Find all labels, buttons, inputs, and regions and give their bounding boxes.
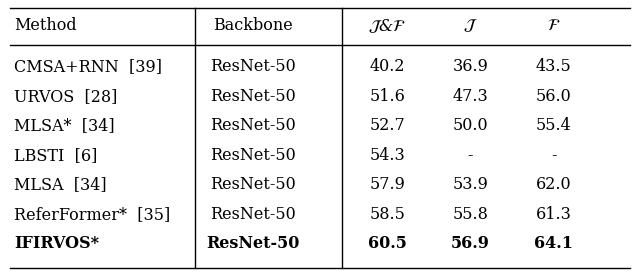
Text: 64.1: 64.1 xyxy=(534,235,573,252)
Text: 47.3: 47.3 xyxy=(452,88,488,105)
Text: 61.3: 61.3 xyxy=(536,206,572,223)
Text: 51.6: 51.6 xyxy=(369,88,405,105)
Text: ResNet-50: ResNet-50 xyxy=(206,235,300,252)
Text: 58.5: 58.5 xyxy=(369,206,405,223)
Text: 52.7: 52.7 xyxy=(369,117,405,134)
Text: ReferFormer*  [35]: ReferFormer* [35] xyxy=(14,206,170,223)
Text: ResNet-50: ResNet-50 xyxy=(210,58,296,75)
Text: 54.3: 54.3 xyxy=(369,147,405,164)
Text: CMSA+RNN  [39]: CMSA+RNN [39] xyxy=(14,58,162,75)
Text: -: - xyxy=(468,147,473,164)
Text: MLSA*  [34]: MLSA* [34] xyxy=(14,117,115,134)
Text: MLSA  [34]: MLSA [34] xyxy=(14,176,107,193)
Text: $\mathcal{J}$&$\mathcal{F}$: $\mathcal{J}$&$\mathcal{F}$ xyxy=(369,17,406,35)
Text: Method: Method xyxy=(14,17,77,34)
Text: 36.9: 36.9 xyxy=(452,58,488,75)
Text: 40.2: 40.2 xyxy=(369,58,405,75)
Text: Backbone: Backbone xyxy=(213,17,292,34)
Text: 56.9: 56.9 xyxy=(451,235,490,252)
Text: ResNet-50: ResNet-50 xyxy=(210,147,296,164)
Text: $\mathcal{J}$: $\mathcal{J}$ xyxy=(463,17,477,34)
Text: URVOS  [28]: URVOS [28] xyxy=(14,88,118,105)
Text: ResNet-50: ResNet-50 xyxy=(210,117,296,134)
Text: 62.0: 62.0 xyxy=(536,176,572,193)
Text: 50.0: 50.0 xyxy=(452,117,488,134)
Text: ResNet-50: ResNet-50 xyxy=(210,176,296,193)
Text: 56.0: 56.0 xyxy=(536,88,572,105)
Text: 55.4: 55.4 xyxy=(536,117,572,134)
Text: 60.5: 60.5 xyxy=(368,235,406,252)
Text: $\mathcal{F}$: $\mathcal{F}$ xyxy=(547,17,560,34)
Text: ResNet-50: ResNet-50 xyxy=(210,206,296,223)
Text: IFIRVOS*: IFIRVOS* xyxy=(14,235,99,252)
Text: LBSTI  [6]: LBSTI [6] xyxy=(14,147,97,164)
Text: 55.8: 55.8 xyxy=(452,206,488,223)
Text: 43.5: 43.5 xyxy=(536,58,572,75)
Text: ResNet-50: ResNet-50 xyxy=(210,88,296,105)
Text: -: - xyxy=(551,147,556,164)
Text: 57.9: 57.9 xyxy=(369,176,405,193)
Text: 53.9: 53.9 xyxy=(452,176,488,193)
